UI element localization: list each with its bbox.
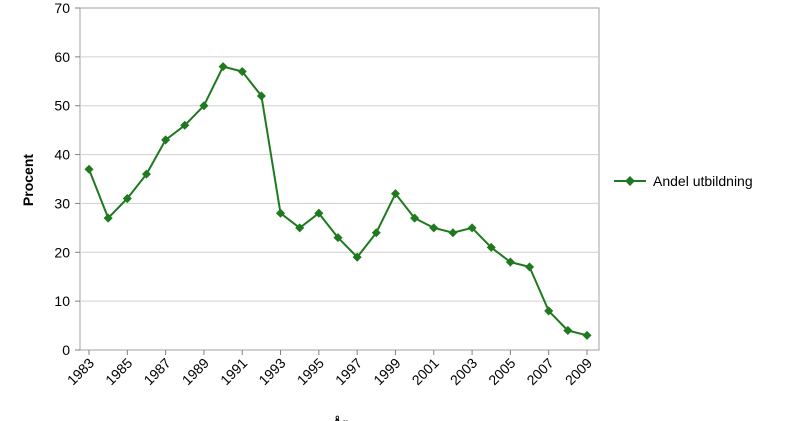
data-point xyxy=(371,228,381,238)
data-point xyxy=(505,257,515,267)
plot-area xyxy=(79,7,600,351)
data-point xyxy=(352,252,362,262)
data-point xyxy=(448,228,458,238)
x-axis-ticks: 1983 1985 1987 1989 1991 1993 1995 1997 1999 2001… xyxy=(64,350,595,388)
x-tick-label: 2007 xyxy=(523,355,556,388)
legend: Andel utbildning xyxy=(614,173,753,189)
y-tick-label: 30 xyxy=(54,195,70,211)
data-point xyxy=(218,62,228,72)
y-tick-label: 70 xyxy=(54,0,70,16)
x-tick-label: 2003 xyxy=(447,355,480,388)
x-tick-label: 1987 xyxy=(140,355,173,388)
data-point xyxy=(199,101,209,111)
data-point xyxy=(237,66,247,77)
x-tick-label: 1995 xyxy=(294,355,327,388)
y-tick-label: 0 xyxy=(62,342,70,358)
gridlines xyxy=(80,56,599,302)
x-tick-label: 2001 xyxy=(409,355,442,388)
x-tick-label: 1991 xyxy=(217,355,250,388)
x-tick-label: 1989 xyxy=(179,355,212,388)
x-tick-label: 1985 xyxy=(102,355,135,388)
data-point xyxy=(276,208,286,218)
data-point xyxy=(256,91,266,101)
data-point xyxy=(122,194,132,204)
data-point xyxy=(429,223,439,233)
data-point xyxy=(180,120,190,130)
x-tick-label: 1983 xyxy=(64,355,97,388)
y-axis-ticks: 0 10 20 30 40 50 60 70 xyxy=(54,0,80,358)
data-point xyxy=(103,213,113,223)
x-tick-label: 2005 xyxy=(485,355,518,388)
legend-diamond-marker xyxy=(625,176,635,186)
data-point xyxy=(563,325,573,335)
data-point xyxy=(544,306,554,316)
x-tick-label: 1997 xyxy=(332,355,365,388)
y-tick-label: 20 xyxy=(54,244,70,260)
x-tick-label: 2009 xyxy=(562,355,595,388)
x-axis-title: År xyxy=(332,415,348,421)
y-tick-label: 10 xyxy=(54,293,70,309)
data-point xyxy=(141,169,151,179)
y-tick-label: 60 xyxy=(54,49,70,65)
x-tick-label: 1993 xyxy=(255,355,288,388)
y-tick-label: 40 xyxy=(54,147,70,163)
y-tick-label: 50 xyxy=(54,98,70,114)
x-tick-label: 1999 xyxy=(370,355,403,388)
series-layer xyxy=(84,62,592,340)
y-axis-title: Procent xyxy=(20,154,36,206)
legend-label: Andel utbildning xyxy=(653,173,753,189)
